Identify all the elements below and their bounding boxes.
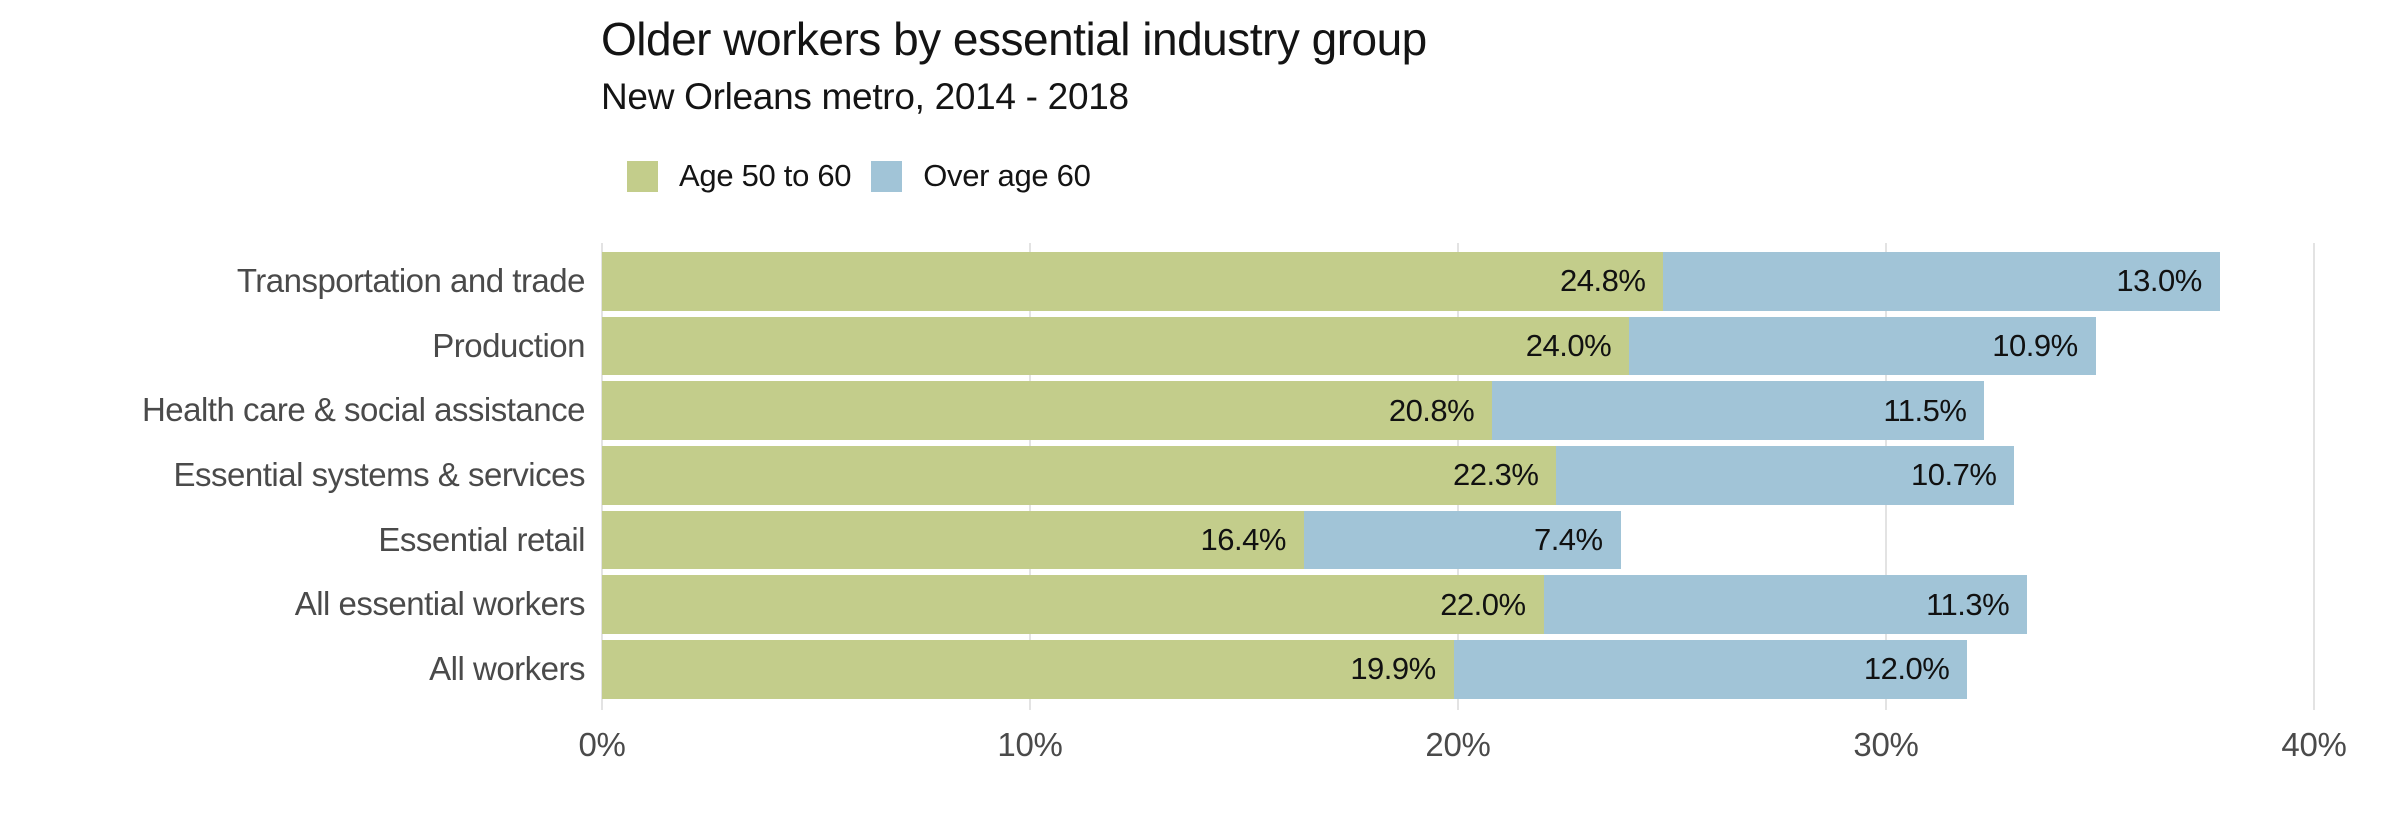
gridline-40 (2313, 243, 2315, 710)
value-label: 11.3% (1926, 586, 2010, 622)
legend-label: Over age 60 (923, 158, 1091, 193)
bar-row: Transportation and trade 24.8% 13.0% (0, 252, 2400, 311)
category-label: Health care & social assistance (141, 391, 586, 429)
bar-segment-over-age-60: 12.0% (1453, 640, 1968, 699)
bar-row: Essential retail 16.4% 7.4% (0, 510, 2400, 570)
bar-segment-over-age-60: 13.0% (1663, 252, 2220, 311)
category-label: All workers (429, 650, 585, 688)
value-label: 7.4% (1533, 522, 1603, 558)
value-label: 24.8% (1560, 263, 1646, 299)
category-label: Essential systems & services (173, 456, 586, 494)
bar-segment-over-age-60: 11.3% (1543, 575, 2028, 635)
value-label: 16.4% (1200, 522, 1287, 558)
bar-track: 24.8% 13.0% (602, 252, 2314, 311)
chart-subtitle: New Orleans metro, 2014 - 2018 (601, 76, 1129, 117)
bar-row: Health care & social assistance 20.8% 11.5… (0, 381, 2400, 441)
value-label: 22.0% (1440, 586, 1526, 622)
value-label: 10.9% (1992, 328, 2078, 364)
bar-segment-age-50-to-60: 24.0% (602, 316, 1630, 376)
bar-row: Production 24.0% 10.9% (0, 316, 2400, 376)
legend-item: Over age 60 (871, 158, 1091, 194)
bar-segment-age-50-to-60: 16.4% (602, 510, 1304, 570)
x-axis-tick-label: 30% (1853, 726, 1919, 763)
legend: Age 50 to 60 Over age 60 (627, 148, 1091, 204)
bar-track: 20.8% 11.5% (602, 381, 2314, 441)
category-label: Production (432, 326, 585, 364)
value-label: 12.0% (1863, 651, 1950, 687)
value-label: 22.3% (1453, 457, 1539, 493)
bar-track: 16.4% 7.4% (602, 510, 2314, 570)
bar-segment-age-50-to-60: 20.8% (602, 381, 1493, 441)
legend-label: Age 50 to 60 (679, 158, 852, 193)
category-label: Essential retail (378, 520, 585, 558)
legend-swatch-icon (871, 160, 903, 192)
bar-track: 24.0% 10.9% (602, 316, 2314, 376)
bar-track: 19.9% 12.0% (602, 640, 2314, 699)
category-label: Transportation and trade (236, 262, 586, 299)
bar-segment-over-age-60: 10.7% (1556, 446, 2015, 505)
bar-row: All workers 19.9% 12.0% (0, 640, 2400, 699)
value-label: 13.0% (2116, 263, 2202, 299)
value-label: 19.9% (1350, 651, 1436, 687)
bar-row: Essential systems & services 22.3% 10.7% (0, 446, 2400, 505)
x-axis-tick-label: 10% (997, 726, 1063, 763)
bar-track: 22.3% 10.7% (602, 446, 2314, 505)
x-axis: 0% 10% 20% 30% 40% (0, 726, 2400, 786)
bar-segment-over-age-60: 11.5% (1492, 381, 1985, 441)
legend-item: Age 50 to 60 (627, 158, 852, 194)
bar-track: 22.0% 11.3% (602, 575, 2314, 635)
x-axis-tick-label: 40% (2281, 726, 2347, 763)
bar-segment-age-50-to-60: 19.9% (602, 640, 1454, 699)
bar-segment-over-age-60: 10.9% (1629, 316, 2096, 376)
bar-rows: Transportation and trade 24.8% 13.0% Produc… (0, 252, 2400, 705)
category-label: All essential workers (294, 585, 586, 623)
bar-segment-over-age-60: 7.4% (1303, 510, 1621, 570)
legend-swatch-icon (627, 160, 658, 192)
value-label: 24.0% (1525, 328, 1612, 364)
bar-segment-age-50-to-60: 24.8% (602, 252, 1664, 311)
x-axis-tick-label: 0% (578, 726, 626, 763)
value-label: 10.7% (1910, 457, 1997, 493)
bar-segment-age-50-to-60: 22.0% (602, 575, 1544, 635)
bar-row: All essential workers 22.0% 11.3% (0, 575, 2400, 635)
x-axis-tick-label: 20% (1425, 726, 1491, 763)
value-label: 11.5% (1883, 392, 1967, 428)
bar-segment-age-50-to-60: 22.3% (602, 446, 1557, 505)
value-label: 20.8% (1388, 392, 1475, 428)
chart-title: Older workers by essential industry grou… (601, 13, 1427, 65)
